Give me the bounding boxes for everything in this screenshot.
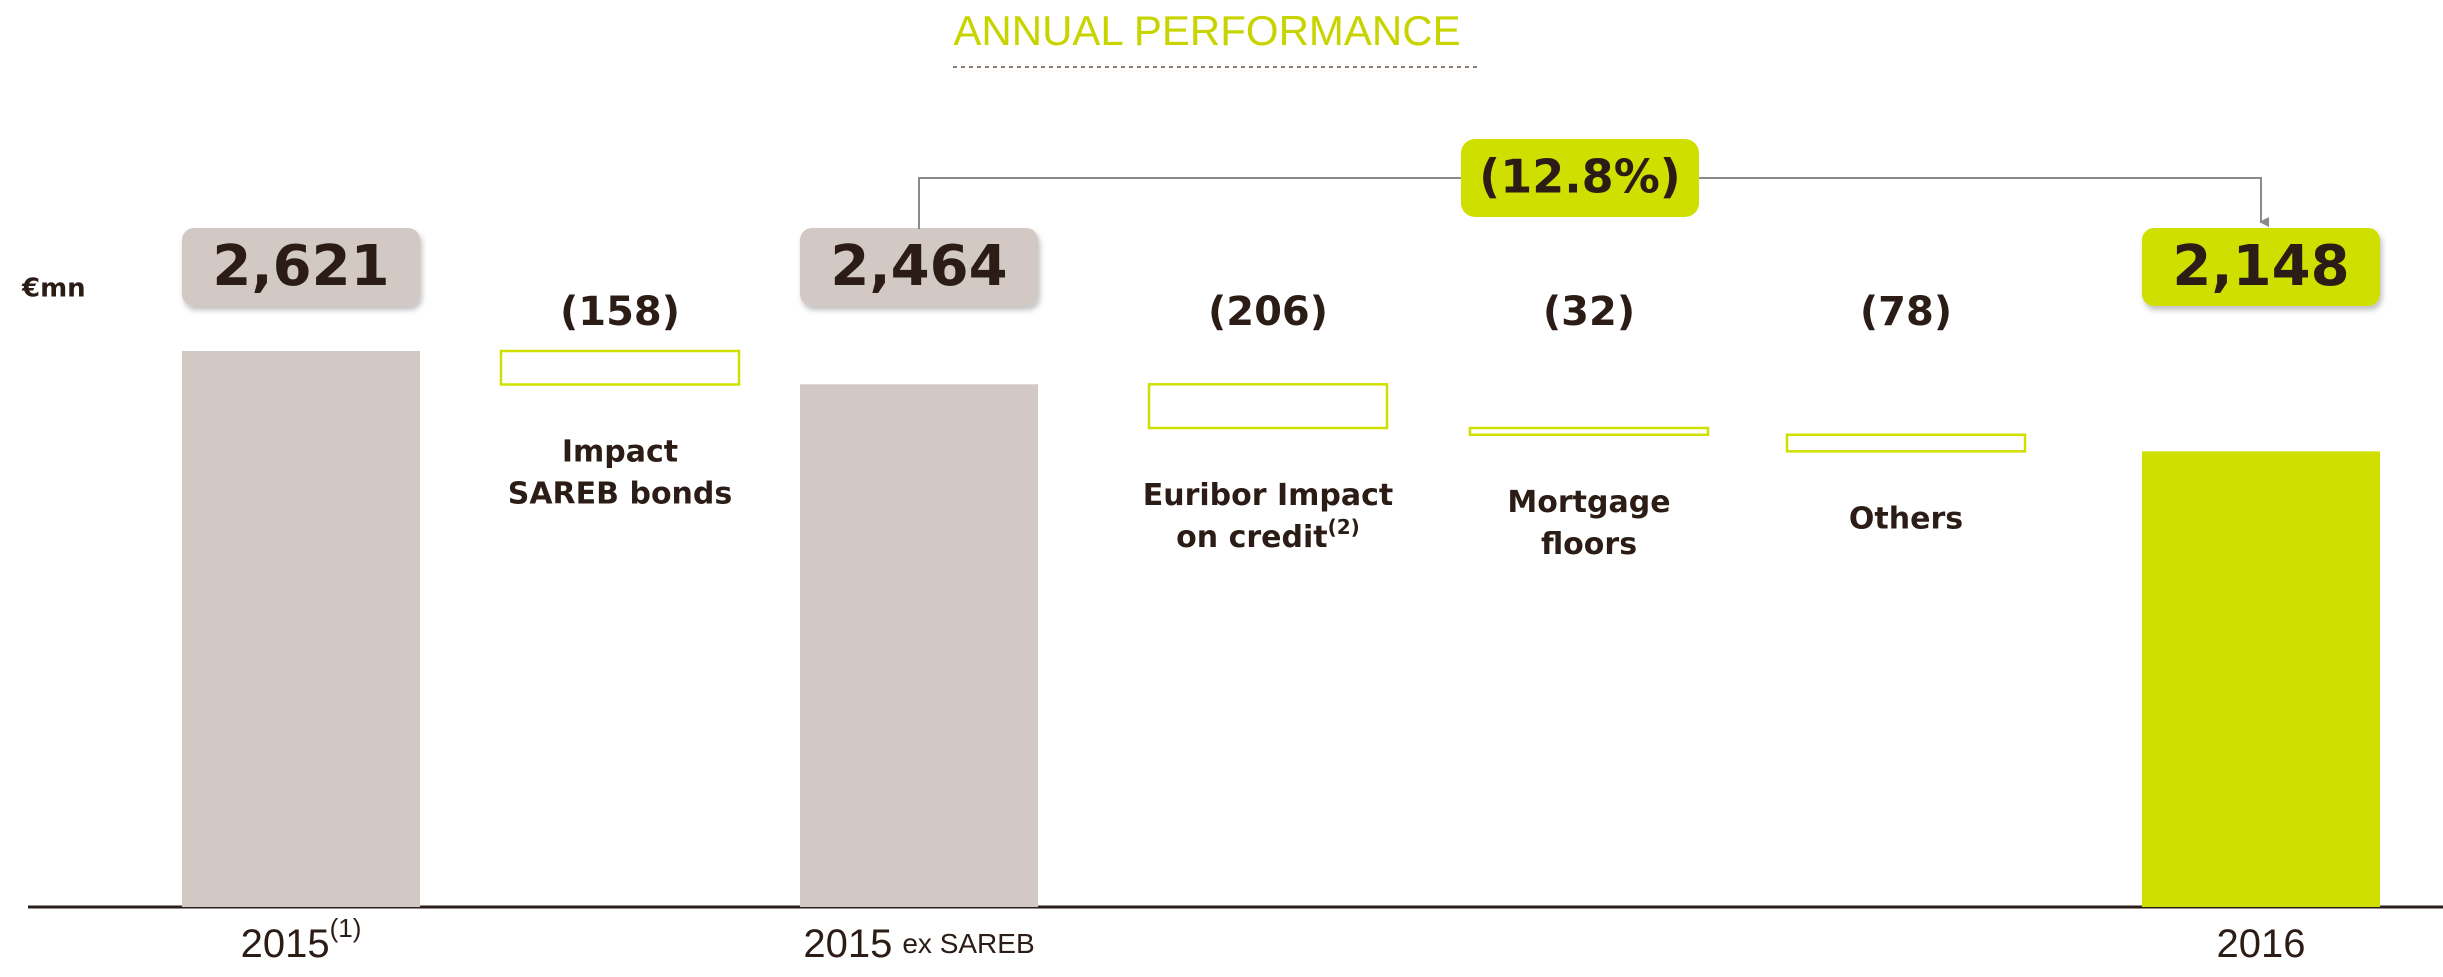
category-label: Others (1849, 501, 1963, 536)
chart-title: ANNUAL PERFORMANCE (953, 7, 1460, 54)
category-text: 2016 (2217, 922, 2306, 966)
category-sup: (2) (1328, 515, 1360, 539)
value-box (800, 228, 1038, 306)
category-label: SAREB bonds (508, 476, 733, 511)
category-text: 2015 (803, 922, 892, 966)
category-text: Others (1849, 501, 1963, 536)
value-label: (32) (1543, 289, 1635, 335)
category-label: Impact (562, 434, 678, 469)
delta-bar (1147, 383, 1389, 430)
category-text: floors (1541, 526, 1637, 561)
category-label: floors (1541, 526, 1637, 561)
delta-bar (499, 349, 741, 386)
category-label: Mortgage (1507, 484, 1670, 519)
change-box (1461, 139, 1699, 217)
total-bar (182, 351, 420, 907)
category-text: SAREB bonds (508, 476, 733, 511)
value-label: (158) (560, 289, 680, 335)
value-label: (206) (1208, 289, 1328, 335)
value-label: (78) (1860, 289, 1952, 335)
category-text: Euribor Impact (1143, 478, 1394, 513)
value-label: 2,621 (212, 234, 389, 299)
category-text: on credit (1176, 520, 1327, 555)
category-label: 2016 (2217, 922, 2306, 966)
category-text: Mortgage (1507, 484, 1670, 519)
value-box (2142, 228, 2380, 306)
category-sup: (1) (330, 913, 362, 943)
category-label: 2015 ex SAREB (803, 922, 1034, 966)
category-label: on credit(2) (1176, 515, 1360, 555)
category-suffix: ex SAREB (902, 928, 1034, 959)
category-label: Euribor Impact (1143, 478, 1394, 513)
total-bar (2142, 451, 2380, 907)
category-text: 2015 (241, 922, 330, 966)
value-box (182, 228, 420, 306)
total-bar (800, 384, 1038, 908)
value-label: 2,464 (830, 234, 1007, 299)
category-text: Impact (562, 434, 678, 469)
category-label: 2015(1) (241, 913, 362, 966)
unit-label: €mn (21, 274, 86, 304)
delta-bar (1785, 433, 2027, 453)
delta-bar (1468, 426, 1710, 437)
change-label: (12.8%) (1479, 150, 1681, 204)
value-label: 2,148 (2172, 234, 2349, 299)
